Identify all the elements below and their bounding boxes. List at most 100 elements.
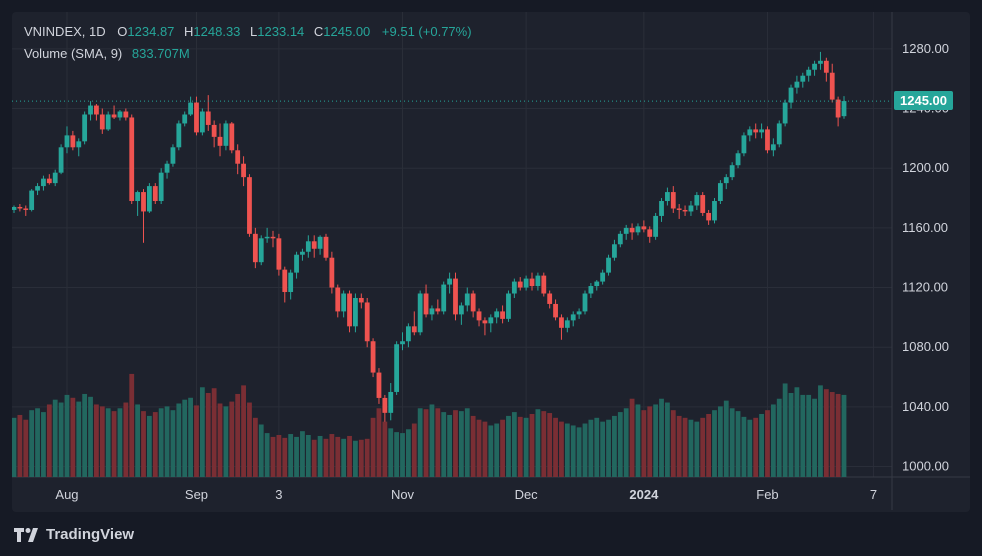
volume-bar bbox=[753, 417, 759, 477]
volume-bar bbox=[400, 433, 405, 477]
volume-bar bbox=[629, 398, 635, 477]
volume-bar bbox=[506, 415, 511, 477]
volume-label[interactable]: Volume (SMA, 9) bbox=[24, 46, 123, 61]
tradingview-branding[interactable]: TradingView bbox=[14, 526, 134, 543]
volume-bar bbox=[317, 435, 323, 477]
volume-bar bbox=[329, 434, 335, 477]
volume-bar bbox=[782, 383, 788, 477]
interval-label[interactable]: 1D bbox=[89, 24, 106, 39]
candle bbox=[152, 183, 158, 204]
high-label: H bbox=[184, 24, 194, 39]
y-tick-label: 1040.00 bbox=[902, 399, 949, 414]
volume-bar bbox=[270, 436, 276, 477]
candle bbox=[17, 204, 23, 212]
candlestick-chart[interactable]: 1280.001240.001200.001160.001120.001080.… bbox=[12, 12, 970, 512]
volume-bar bbox=[405, 429, 411, 477]
volume-bar bbox=[570, 425, 576, 477]
volume-bar bbox=[376, 408, 382, 477]
candle bbox=[494, 308, 500, 324]
candle bbox=[829, 63, 835, 103]
candle bbox=[788, 84, 794, 109]
candle bbox=[759, 123, 764, 139]
candle bbox=[423, 284, 429, 318]
candle bbox=[606, 254, 611, 276]
volume-bar bbox=[435, 408, 441, 477]
y-tick-label: 1120.00 bbox=[902, 280, 948, 295]
open-label: O bbox=[117, 24, 128, 39]
volume-bar bbox=[476, 419, 482, 477]
candle bbox=[364, 297, 370, 348]
candle bbox=[217, 123, 223, 157]
volume-bar bbox=[823, 389, 829, 477]
candle bbox=[182, 111, 188, 127]
candle bbox=[712, 198, 717, 224]
candle bbox=[23, 205, 29, 216]
candle bbox=[541, 272, 547, 297]
volume-bar bbox=[170, 410, 176, 477]
candle bbox=[482, 317, 488, 336]
volume-bar bbox=[76, 401, 82, 477]
volume-bar bbox=[429, 404, 435, 477]
candle bbox=[29, 189, 35, 212]
candle bbox=[58, 144, 64, 175]
candle bbox=[735, 150, 741, 169]
candle bbox=[247, 174, 252, 237]
candle bbox=[376, 368, 382, 404]
volume-bar bbox=[717, 406, 723, 477]
volume-bar bbox=[247, 402, 252, 477]
candle bbox=[629, 223, 635, 240]
candle bbox=[688, 201, 694, 216]
y-tick-label: 1280.00 bbox=[902, 41, 949, 56]
volume-bar bbox=[411, 423, 417, 477]
candle bbox=[535, 272, 541, 291]
volume-bar bbox=[217, 403, 223, 477]
volume-bar bbox=[641, 410, 647, 477]
price-axis[interactable]: 1280.001240.001200.001160.001120.001080.… bbox=[902, 41, 949, 474]
candle bbox=[547, 290, 553, 309]
volume-bar bbox=[211, 388, 217, 477]
candle bbox=[311, 235, 317, 258]
candle bbox=[46, 174, 52, 185]
x-tick-label: Sep bbox=[185, 487, 208, 502]
volume-bar bbox=[712, 410, 717, 477]
volume-bar bbox=[64, 394, 70, 477]
volume-bar bbox=[759, 414, 764, 477]
candle bbox=[818, 51, 823, 70]
volume-bar bbox=[617, 412, 623, 477]
candle bbox=[747, 126, 753, 142]
volume-bar bbox=[235, 393, 241, 477]
volume-bar bbox=[735, 411, 741, 477]
candle bbox=[800, 72, 806, 88]
y-tick-label: 1200.00 bbox=[902, 160, 949, 175]
candle bbox=[511, 278, 517, 298]
volume-bar bbox=[500, 419, 505, 477]
volume-bar bbox=[111, 411, 117, 477]
volume-bar bbox=[765, 410, 770, 477]
symbol-name[interactable]: VNINDEX bbox=[24, 24, 82, 39]
candle bbox=[682, 205, 688, 216]
candle bbox=[458, 302, 464, 325]
candle bbox=[64, 126, 70, 154]
candle bbox=[806, 66, 812, 82]
candle bbox=[194, 96, 199, 136]
open-value: 1234.87 bbox=[127, 24, 175, 39]
candle bbox=[388, 383, 394, 421]
volume-bar bbox=[594, 417, 600, 477]
time-axis[interactable]: Aug Sep 3 Nov Dec 2024 Feb 7 bbox=[55, 487, 877, 502]
volume-bar bbox=[470, 415, 476, 477]
volume-bar bbox=[258, 424, 264, 477]
volume-bar bbox=[141, 411, 146, 477]
candle bbox=[706, 209, 712, 225]
candle bbox=[717, 180, 723, 204]
volume-bar bbox=[464, 408, 470, 477]
candle bbox=[659, 198, 664, 222]
candle bbox=[723, 174, 729, 190]
volume-bar bbox=[17, 414, 23, 477]
volume-bar bbox=[341, 438, 347, 477]
candle bbox=[564, 317, 570, 333]
volume-bar bbox=[99, 406, 105, 477]
volume-bar bbox=[529, 414, 535, 477]
candle bbox=[158, 168, 164, 204]
candle bbox=[52, 169, 58, 187]
volume-bar bbox=[694, 421, 700, 477]
